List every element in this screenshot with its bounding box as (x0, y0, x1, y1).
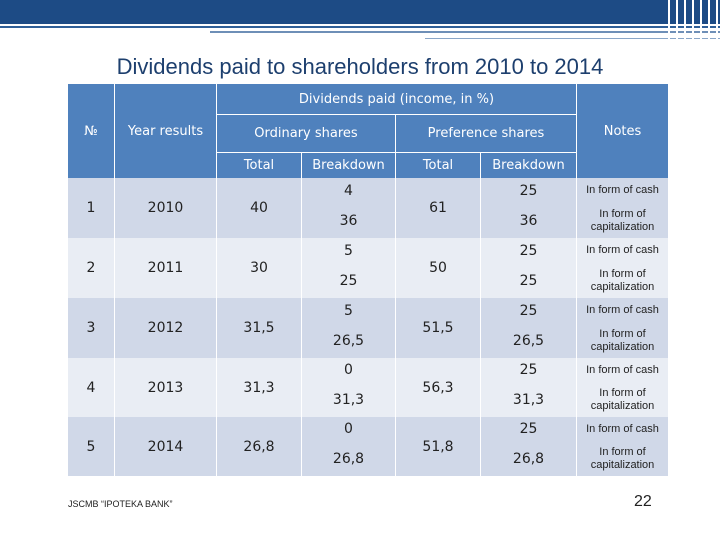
row-3-preference-breakdown-capitalization: 26,5 (481, 323, 576, 358)
row-3-year: 2012 (115, 298, 216, 358)
row-2-no: 2 (68, 238, 114, 298)
row-3-preference-breakdown-cash: 25 (481, 298, 576, 323)
row-4-note-cash: In form of cash (577, 358, 668, 382)
row-3-no: 3 (68, 298, 114, 358)
row-3-ordinary-breakdown-cash: 5 (302, 298, 395, 323)
row-1-note-capitalization: In form of capitalization (577, 203, 668, 238)
row-2-ordinary-breakdown-cash: 5 (302, 238, 395, 263)
row-4-preference-breakdown-cash: 25 (481, 358, 576, 382)
row-4-ordinary-total: 31,3 (217, 358, 301, 417)
row-1-preference-breakdown-cash: 25 (481, 178, 576, 203)
row-3-preference-total: 51,5 (396, 298, 480, 358)
row-5-note-cash: In form of cash (577, 417, 668, 441)
header-dividends-paid: Dividends paid (income, in %) (217, 84, 576, 114)
row-5-preference-total: 51,8 (396, 417, 480, 476)
header-ordinary-breakdown: Breakdown (302, 153, 395, 178)
row-4-ordinary-breakdown-cash: 0 (302, 358, 395, 382)
header-preference-breakdown: Breakdown (481, 153, 576, 178)
row-3-note-cash: In form of cash (577, 298, 668, 323)
row-5-ordinary-breakdown-capitalization: 26,8 (302, 441, 395, 476)
row-1-year: 2010 (115, 178, 216, 238)
row-4-ordinary-breakdown-capitalization: 31,3 (302, 382, 395, 417)
row-3-ordinary-breakdown-capitalization: 26,5 (302, 323, 395, 358)
header-ordinary-total: Total (217, 153, 301, 178)
page-number: 22 (634, 493, 652, 510)
row-1-ordinary-breakdown-cash: 4 (302, 178, 395, 203)
row-1-note-cash: In form of cash (577, 178, 668, 203)
row-5-year: 2014 (115, 417, 216, 476)
row-4-no: 4 (68, 358, 114, 417)
row-2-preference-breakdown-capitalization: 25 (481, 263, 576, 298)
header-notes: Notes (577, 84, 668, 178)
row-2-ordinary-breakdown-capitalization: 25 (302, 263, 395, 298)
row-2-year: 2011 (115, 238, 216, 298)
slide-title: Dividends paid to shareholders from 2010… (116, 54, 604, 79)
header-no: № (68, 84, 114, 178)
row-2-note-cash: In form of cash (577, 238, 668, 263)
row-4-preference-total: 56,3 (396, 358, 480, 417)
row-1-ordinary-breakdown-capitalization: 36 (302, 203, 395, 238)
row-5-note-capitalization: In form of capitalization (577, 441, 668, 476)
header-ordinary-shares: Ordinary shares (217, 115, 395, 152)
row-1-preference-breakdown-capitalization: 36 (481, 203, 576, 238)
row-3-ordinary-total: 31,5 (217, 298, 301, 358)
row-2-ordinary-total: 30 (217, 238, 301, 298)
row-2-preference-breakdown-cash: 25 (481, 238, 576, 263)
row-2-preference-total: 50 (396, 238, 480, 298)
header-preference-shares: Preference shares (396, 115, 576, 152)
decorative-top-bar (0, 0, 720, 40)
row-5-preference-breakdown-cash: 25 (481, 417, 576, 441)
row-5-preference-breakdown-capitalization: 26,8 (481, 441, 576, 476)
row-5-ordinary-total: 26,8 (217, 417, 301, 476)
row-2-note-capitalization: In form of capitalization (577, 263, 668, 298)
header-preference-total: Total (396, 153, 480, 178)
footer-bank-name: JSCMB “IPOTEKA BANK” (68, 499, 173, 509)
row-4-year: 2013 (115, 358, 216, 417)
row-1-preference-total: 61 (396, 178, 480, 238)
row-5-no: 5 (68, 417, 114, 476)
row-5-ordinary-breakdown-cash: 0 (302, 417, 395, 441)
row-4-note-capitalization: In form of capitalization (577, 382, 668, 417)
row-1-no: 1 (68, 178, 114, 238)
row-4-preference-breakdown-capitalization: 31,3 (481, 382, 576, 417)
header-year-results: Year results (115, 84, 216, 178)
row-1-ordinary-total: 40 (217, 178, 301, 238)
row-3-note-capitalization: In form of capitalization (577, 323, 668, 358)
